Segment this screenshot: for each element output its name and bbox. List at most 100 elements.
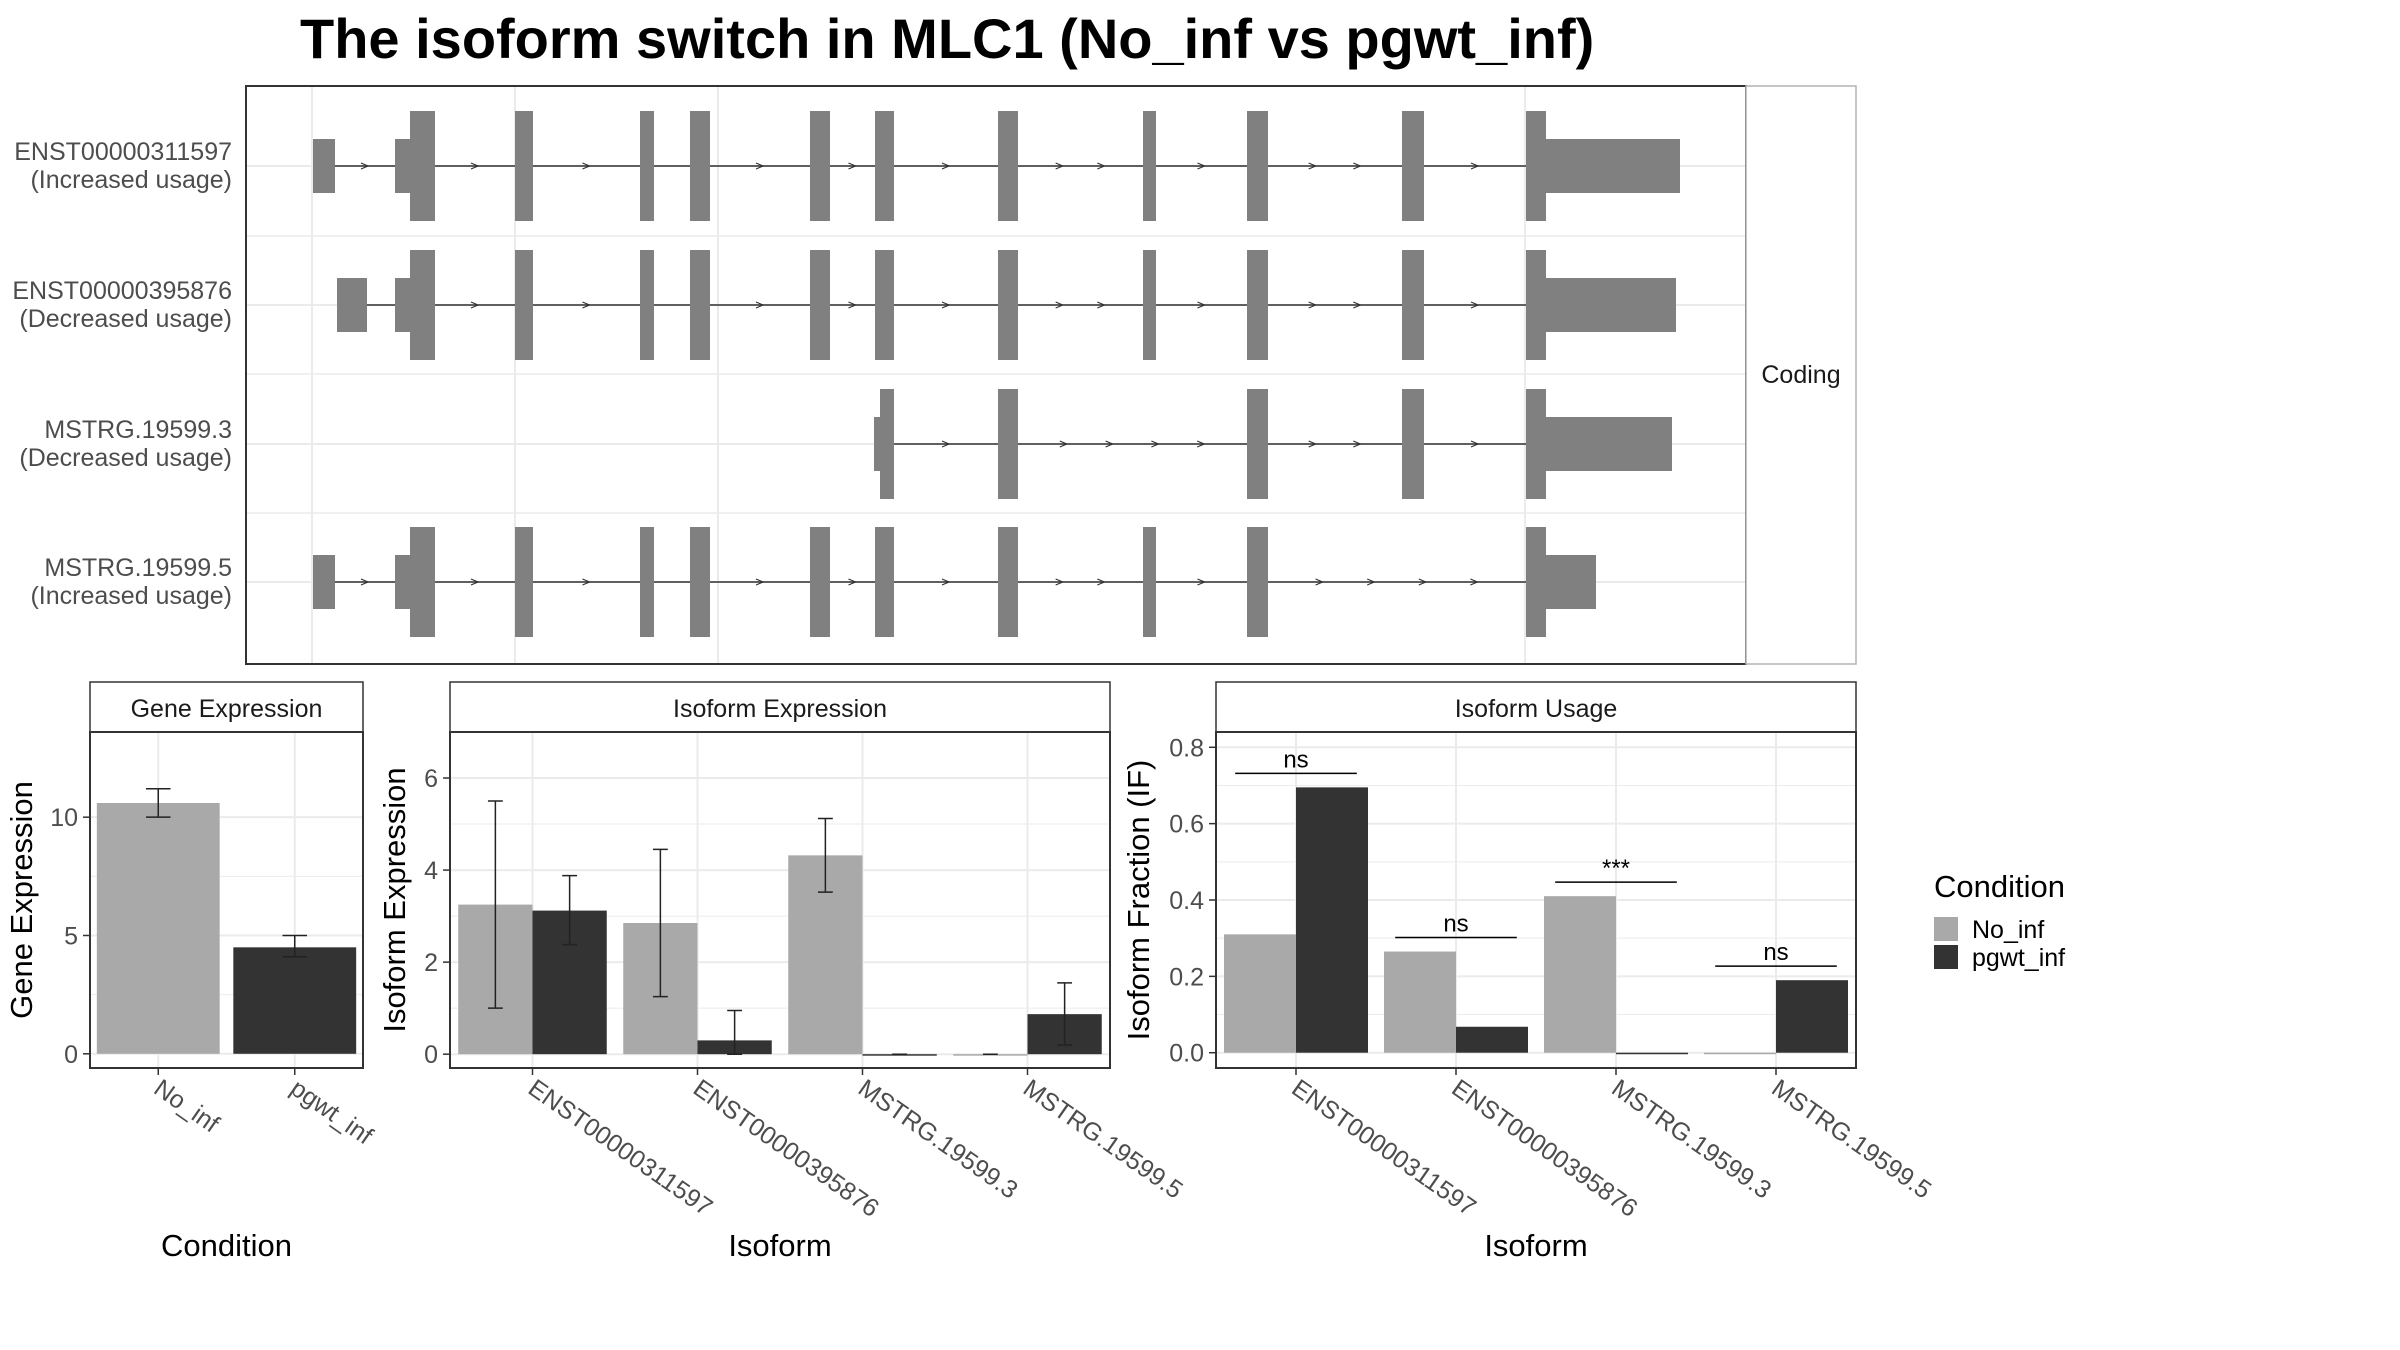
bar-pgwt_inf bbox=[1616, 1052, 1688, 1055]
panel-strip-label: Isoform Expression bbox=[673, 695, 887, 723]
bar-No_inf bbox=[1384, 951, 1456, 1053]
exon-utr bbox=[1546, 139, 1680, 193]
exon-cds bbox=[1143, 250, 1156, 360]
panel-strip-label: Gene Expression bbox=[131, 695, 323, 723]
exon-utr bbox=[1546, 555, 1596, 609]
bar-No_inf bbox=[96, 802, 220, 1054]
exon-utr bbox=[1546, 278, 1676, 332]
strand-arrow bbox=[360, 162, 370, 170]
legend-swatch-No_inf bbox=[1934, 917, 1958, 941]
exon-cds bbox=[1247, 111, 1268, 221]
strand-arrow bbox=[941, 301, 951, 309]
strand-arrow bbox=[1097, 578, 1106, 586]
panel-strip-label: Isoform Usage bbox=[1455, 695, 1618, 723]
strand-arrow bbox=[755, 162, 765, 170]
error-bar bbox=[145, 788, 171, 818]
strand-arrow bbox=[848, 578, 858, 586]
exon-cds bbox=[810, 250, 830, 360]
strand-arrow bbox=[755, 578, 765, 586]
structure-strip bbox=[1745, 85, 1857, 665]
x-axis-title: Condition bbox=[161, 1228, 292, 1263]
strand-arrow bbox=[1470, 440, 1480, 448]
exon-cds bbox=[515, 527, 533, 637]
legend-title: Condition bbox=[1934, 869, 2065, 904]
strand-arrow bbox=[582, 301, 592, 309]
exon-cds bbox=[1526, 527, 1546, 637]
error-bar bbox=[1057, 982, 1073, 1046]
y-tick-label: 10 bbox=[50, 804, 78, 832]
structure-strip-label: Coding bbox=[1761, 361, 1840, 389]
exon-cds bbox=[640, 250, 654, 360]
isoform-usage-panel: Isoform Usagensns***ns0.00.20.40.60.8ENS… bbox=[1121, 681, 1936, 1263]
strand-arrow bbox=[1197, 162, 1207, 170]
exon-utr bbox=[313, 555, 335, 609]
y-tick-label: 0.8 bbox=[1169, 734, 1204, 762]
significance-label: ns bbox=[1283, 746, 1308, 773]
exon-cds bbox=[998, 527, 1018, 637]
error-bar bbox=[727, 1009, 743, 1055]
exon-utr bbox=[395, 555, 411, 609]
exon-cds bbox=[640, 111, 654, 221]
y-tick-label: 4 bbox=[424, 857, 438, 885]
exon-utr bbox=[1546, 417, 1672, 471]
exon-cds bbox=[810, 111, 830, 221]
exon-cds bbox=[1526, 389, 1546, 499]
isoform-usage-label: (Increased usage) bbox=[30, 582, 232, 610]
x-axis-title: Isoform bbox=[1484, 1228, 1587, 1263]
isoform-expression-panel: Isoform Expression0246ENST00000311597ENS… bbox=[377, 681, 1188, 1263]
legend-swatch-pgwt_inf bbox=[1934, 945, 1958, 969]
exon-cds bbox=[640, 527, 654, 637]
exon-cds bbox=[690, 527, 710, 637]
strand-arrow bbox=[1196, 440, 1206, 448]
exon-cds bbox=[1402, 389, 1424, 499]
exon-cds bbox=[1526, 111, 1546, 221]
y-tick-label: 0.0 bbox=[1169, 1040, 1204, 1068]
strand-arrow bbox=[1055, 301, 1065, 309]
bar-pgwt_inf bbox=[1776, 980, 1848, 1053]
isoform-id-label: MSTRG.19599.5 bbox=[44, 554, 232, 582]
significance-label: ns bbox=[1443, 911, 1468, 938]
exon-cds bbox=[410, 527, 435, 637]
bar-pgwt_inf bbox=[1296, 787, 1368, 1053]
strand-arrow bbox=[1470, 301, 1480, 309]
panel-border bbox=[449, 731, 1111, 1069]
isoform-usage-label: (Decreased usage) bbox=[19, 444, 232, 472]
exon-cds bbox=[690, 250, 710, 360]
strand-arrow bbox=[1308, 162, 1318, 170]
exon-cds bbox=[1402, 111, 1424, 221]
strand-arrow bbox=[1366, 578, 1376, 586]
exon-utr bbox=[313, 139, 335, 193]
strand-arrow bbox=[1353, 162, 1362, 170]
exon-cds bbox=[1247, 250, 1268, 360]
strand-arrow bbox=[1308, 301, 1318, 309]
exon-cds bbox=[998, 250, 1018, 360]
strand-arrow bbox=[1353, 301, 1362, 309]
legend-label: No_inf bbox=[1972, 916, 2044, 944]
y-axis-title: Isoform Fraction (IF) bbox=[1121, 760, 1156, 1041]
strand-arrow bbox=[1308, 440, 1318, 448]
x-tick-label: No_inf bbox=[149, 1074, 224, 1138]
y-axis-title: Gene Expression bbox=[4, 781, 39, 1019]
isoform-structure-row bbox=[313, 527, 1596, 637]
gene-expression-panel: Gene Expression 0 5 10 No_inf pgwt_inf Conditi… bbox=[4, 681, 378, 1263]
strand-arrow bbox=[1105, 440, 1115, 448]
strand-arrow bbox=[1470, 578, 1479, 586]
exon-cds bbox=[1247, 527, 1268, 637]
strand-arrow bbox=[1315, 578, 1325, 586]
isoform-usage-label: (Decreased usage) bbox=[19, 305, 232, 333]
strand-arrow bbox=[941, 578, 951, 586]
exon-cds bbox=[810, 527, 830, 637]
strand-arrow bbox=[941, 440, 951, 448]
isoform-structure-row bbox=[337, 250, 1676, 360]
error-bar bbox=[282, 934, 308, 958]
strand-arrow bbox=[1353, 440, 1362, 448]
isoform-id-label: ENST00000311597 bbox=[14, 138, 232, 166]
significance-label: ns bbox=[1763, 939, 1788, 966]
exon-cds bbox=[1402, 250, 1424, 360]
exon-cds bbox=[690, 111, 710, 221]
isoform-structure-row bbox=[874, 389, 1672, 499]
exon-utr bbox=[395, 139, 411, 193]
exon-cds bbox=[875, 250, 894, 360]
structure-panel-background bbox=[246, 86, 1746, 664]
